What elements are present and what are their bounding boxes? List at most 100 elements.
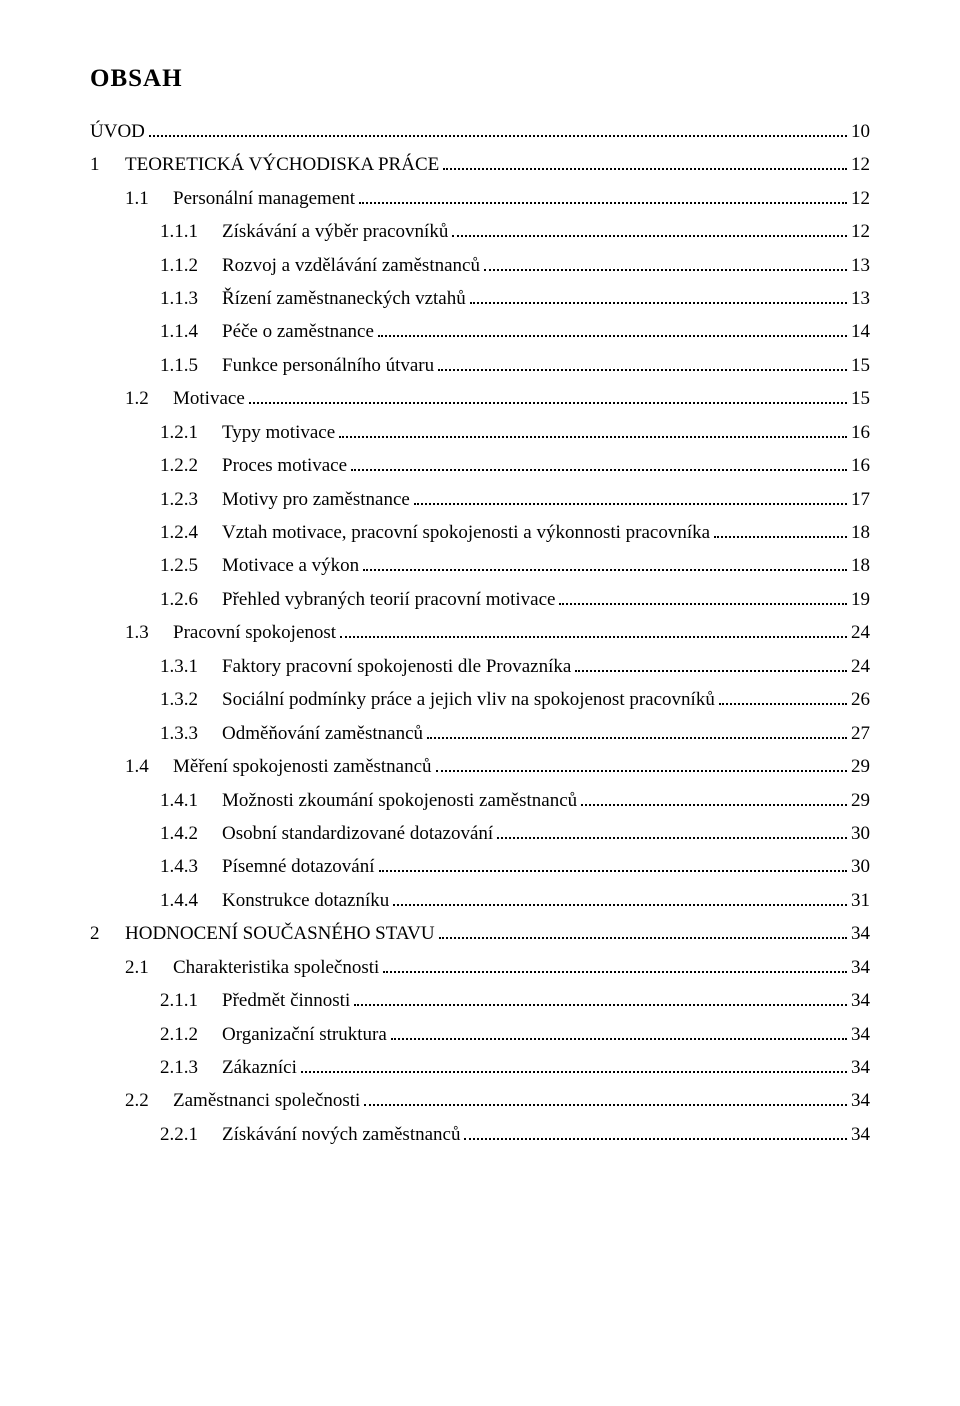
toc-entry-page: 12 — [851, 184, 870, 213]
toc-entry: 1.4.1Možnosti zkoumání spokojenosti zamě… — [90, 786, 870, 815]
toc-entry-page: 16 — [851, 451, 870, 480]
toc-dot-leader — [464, 1121, 847, 1140]
toc-entry-number: 1.4 — [125, 752, 173, 781]
toc-entry-number: 1.1.5 — [160, 351, 222, 380]
toc-entry: 1.4.2Osobní standardizované dotazování30 — [90, 819, 870, 848]
toc-dot-leader — [354, 987, 847, 1006]
toc-entry-label: Motivace — [173, 384, 245, 413]
toc-dot-leader — [452, 218, 847, 237]
toc-entry-label: Získávání nových zaměstnanců — [222, 1120, 460, 1149]
toc-entry: ÚVOD 10 — [90, 117, 870, 146]
toc-entry-page: 16 — [851, 418, 870, 447]
toc-entry: 1.2.5Motivace a výkon18 — [90, 551, 870, 580]
toc-dot-leader — [470, 285, 847, 304]
toc-entry-number: 1.1 — [125, 184, 173, 213]
toc-entry-page: 34 — [851, 919, 870, 948]
toc-dot-leader — [378, 318, 847, 337]
toc-list: ÚVOD101TEORETICKÁ VÝCHODISKA PRÁCE121.1P… — [90, 117, 870, 1150]
toc-entry-label: Charakteristika společnosti — [173, 953, 379, 982]
toc-entry-page: 12 — [851, 217, 870, 246]
toc-entry-label: Měření spokojenosti zaměstnanců — [173, 752, 432, 781]
toc-entry-page: 34 — [851, 1020, 870, 1049]
toc-dot-leader — [340, 619, 847, 638]
toc-entry: 1TEORETICKÁ VÝCHODISKA PRÁCE12 — [90, 150, 870, 179]
toc-entry: 1.2.1Typy motivace16 — [90, 418, 870, 447]
toc-dot-leader — [443, 151, 847, 170]
toc-entry-page: 34 — [851, 986, 870, 1015]
toc-entry-label: Vztah motivace, pracovní spokojenosti a … — [222, 518, 710, 547]
toc-entry-number: 1.2.3 — [160, 485, 222, 514]
toc-dot-leader — [339, 419, 847, 438]
toc-entry-number: 1.2.6 — [160, 585, 222, 614]
toc-entry-label: Odměňování zaměstnanců — [222, 719, 423, 748]
toc-dot-leader — [364, 1087, 847, 1106]
toc-dot-leader — [581, 786, 847, 805]
toc-entry-label: Řízení zaměstnaneckých vztahů — [222, 284, 466, 313]
toc-entry-number: 1.1.4 — [160, 317, 222, 346]
toc-dot-leader — [383, 954, 847, 973]
toc-entry-number: 1.2.5 — [160, 551, 222, 580]
toc-entry-page: 19 — [851, 585, 870, 614]
toc-entry: 2.1.1Předmět činnosti34 — [90, 986, 870, 1015]
toc-entry-label: Personální management — [173, 184, 355, 213]
toc-entry-label: Faktory pracovní spokojenosti dle Provaz… — [222, 652, 571, 681]
toc-entry-number: 1.2.4 — [160, 518, 222, 547]
toc-entry-number: 2.1.2 — [160, 1020, 222, 1049]
toc-dot-leader — [249, 385, 847, 404]
toc-entry-page: 29 — [851, 752, 870, 781]
toc-entry-label: ÚVOD — [90, 117, 145, 146]
toc-entry-label: Získávání a výběr pracovníků — [222, 217, 448, 246]
toc-entry-label: Pracovní spokojenost — [173, 618, 336, 647]
toc-entry-number: 1.1.2 — [160, 251, 222, 280]
toc-entry: 2.2.1Získávání nových zaměstnanců34 — [90, 1120, 870, 1149]
toc-entry-number: 1.4.4 — [160, 886, 222, 915]
toc-dot-leader — [393, 887, 847, 906]
toc-dot-leader — [391, 1020, 847, 1039]
toc-entry: 2.2Zaměstnanci společnosti34 — [90, 1086, 870, 1115]
toc-dot-leader — [438, 352, 847, 371]
toc-entry-page: 10 — [851, 117, 870, 146]
toc-entry-number: 2.2.1 — [160, 1120, 222, 1149]
toc-entry-number: 1.3.1 — [160, 652, 222, 681]
toc-entry: 1.1.2Rozvoj a vzdělávání zaměstnanců13 — [90, 251, 870, 280]
toc-entry: 2.1.3Zákazníci34 — [90, 1053, 870, 1082]
toc-dot-leader — [363, 552, 847, 571]
toc-entry: 2.1Charakteristika společnosti34 — [90, 953, 870, 982]
toc-entry-number: 2.1.1 — [160, 986, 222, 1015]
toc-entry-label: Zákazníci — [222, 1053, 297, 1082]
toc-entry: 1.1.4Péče o zaměstnance14 — [90, 317, 870, 346]
toc-entry-number: 1.2 — [125, 384, 173, 413]
toc-entry-page: 24 — [851, 652, 870, 681]
toc-dot-leader — [559, 586, 847, 605]
toc-entry-page: 14 — [851, 317, 870, 346]
toc-entry-label: Proces motivace — [222, 451, 347, 480]
toc-entry: 1.2.3Motivy pro zaměstnance17 — [90, 485, 870, 514]
toc-entry: 1.4.4Konstrukce dotazníku31 — [90, 886, 870, 915]
toc-dot-leader — [359, 185, 847, 204]
toc-dot-leader — [379, 853, 848, 872]
toc-entry-page: 27 — [851, 719, 870, 748]
toc-entry-label: Písemné dotazování — [222, 852, 375, 881]
toc-dot-leader — [497, 820, 847, 839]
toc-entry-page: 15 — [851, 351, 870, 380]
toc-entry: 1.3.3Odměňování zaměstnanců27 — [90, 719, 870, 748]
toc-dot-leader — [427, 720, 847, 739]
toc-entry: 1.4Měření spokojenosti zaměstnanců 29 — [90, 752, 870, 781]
toc-entry-page: 18 — [851, 518, 870, 547]
toc-entry-page: 13 — [851, 251, 870, 280]
toc-entry-page: 29 — [851, 786, 870, 815]
toc-entry-page: 34 — [851, 953, 870, 982]
toc-entry-page: 34 — [851, 1086, 870, 1115]
toc-dot-leader — [575, 653, 847, 672]
toc-entry: 1.1.1Získávání a výběr pracovníků 12 — [90, 217, 870, 246]
toc-entry-label: TEORETICKÁ VÝCHODISKA PRÁCE — [125, 150, 439, 179]
toc-entry-number: 1.3.2 — [160, 685, 222, 714]
toc-entry-number: 1.1.1 — [160, 217, 222, 246]
toc-entry-label: Typy motivace — [222, 418, 335, 447]
toc-entry-number: 1.2.2 — [160, 451, 222, 480]
toc-entry-label: HODNOCENÍ SOUČASNÉHO STAVU — [125, 919, 435, 948]
toc-entry: 1.3Pracovní spokojenost24 — [90, 618, 870, 647]
toc-entry-label: Osobní standardizované dotazování — [222, 819, 493, 848]
toc-entry: 1.2.4Vztah motivace, pracovní spokojenos… — [90, 518, 870, 547]
toc-entry-label: Přehled vybraných teorií pracovní motiva… — [222, 585, 555, 614]
